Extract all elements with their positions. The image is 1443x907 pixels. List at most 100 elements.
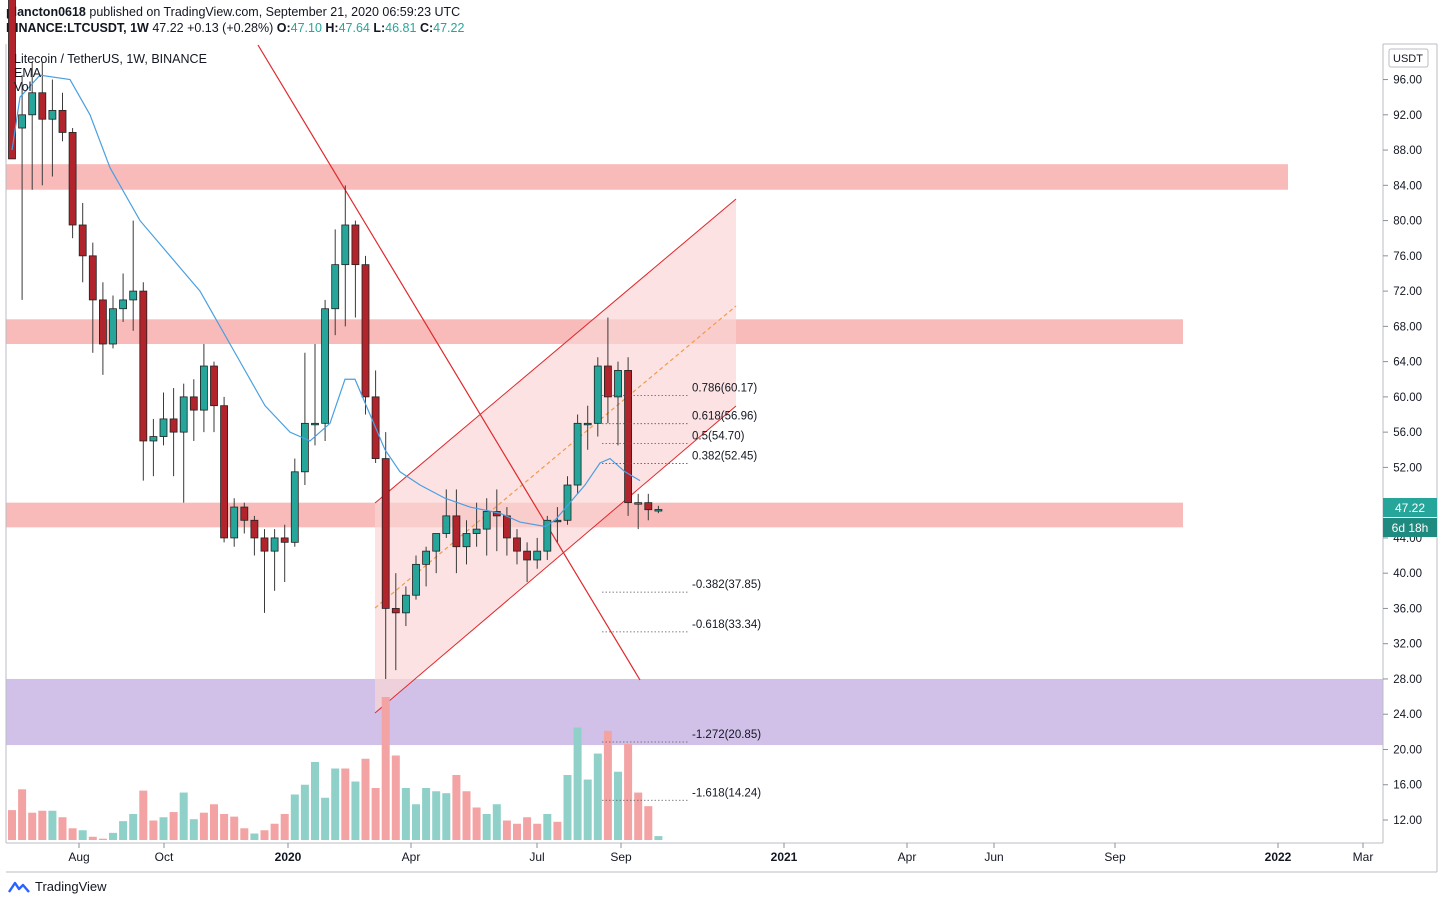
candle-body[interactable] [513,537,521,552]
candle-body[interactable] [583,422,592,426]
tradingview-brand-text: TradingView [35,879,107,894]
candle-body[interactable] [8,0,16,160]
candle-body[interactable] [250,519,259,539]
channel-mid-line[interactable] [374,305,737,609]
volume-bar [482,814,491,840]
y-tick-label: 12.00 [1393,815,1422,827]
candle-body[interactable] [129,290,138,301]
candle-body[interactable] [109,308,117,345]
candle-body[interactable] [523,550,531,561]
candle-body[interactable] [351,224,360,266]
support-zone-purple[interactable] [6,678,1383,746]
candle-body[interactable] [88,255,97,301]
channel-layer [257,44,737,714]
candle-body[interactable] [260,537,269,552]
candle-body[interactable] [28,92,37,116]
volume-bar [401,788,410,840]
candle-body[interactable] [401,594,410,614]
candle-body[interactable] [300,422,309,473]
publisher-name[interactable]: plancton0618 [6,5,86,19]
candle-body[interactable] [159,418,168,437]
candle-body[interactable] [614,370,622,398]
candle-body[interactable] [593,365,602,424]
tradingview-branding[interactable]: TradingView [8,879,107,894]
candle-body[interactable] [624,370,632,504]
legend-ema[interactable]: EMA [14,66,42,80]
candle-body[interactable] [412,563,420,596]
volume-bar [583,779,592,840]
candle-body[interactable] [634,502,643,505]
candle-body[interactable] [139,290,148,442]
candle-body[interactable] [270,537,279,552]
candle-body[interactable] [38,92,47,120]
low-value: 46.81 [385,21,417,35]
candle-body[interactable] [472,528,481,534]
tradingview-logo-icon [8,881,30,893]
candle-body[interactable] [361,264,370,398]
candle-body[interactable] [280,537,289,543]
candle-body[interactable] [199,365,208,411]
candle-body[interactable] [442,515,451,534]
fib-level-label: 0.786(60.17) [692,382,757,394]
candle-body[interactable] [48,109,57,120]
candle-body[interactable] [543,519,552,552]
volume-bar [109,832,117,840]
candle-body[interactable] [58,109,67,133]
candle-body[interactable] [563,484,572,521]
volume-bar [331,768,340,840]
candle-body[interactable] [654,509,663,512]
candle-body[interactable] [78,224,87,257]
ema-line[interactable] [11,74,641,528]
volume-bar [634,792,643,840]
volume-bar [311,762,319,840]
candle-body[interactable] [452,515,461,548]
x-tick-label: 2020 [275,850,302,864]
candle-body[interactable] [119,299,127,310]
candle-body[interactable] [68,132,77,226]
candle-body[interactable] [381,458,390,609]
volume-bar [78,830,87,840]
volume-bar [644,806,653,840]
candle-body[interactable] [189,396,198,411]
y-tick-label: 84.00 [1393,180,1422,192]
candle-body[interactable] [179,396,188,433]
candle-body[interactable] [240,506,249,521]
candle-body[interactable] [220,405,229,539]
resistance-zone[interactable] [6,164,1288,190]
candle-body[interactable] [210,365,218,407]
candle-body[interactable] [230,506,239,539]
candle-body[interactable] [482,511,491,530]
candle-body[interactable] [169,418,178,433]
candle-body[interactable] [533,550,542,561]
candle-body[interactable] [391,608,400,614]
channel-lower-line[interactable] [374,405,737,714]
candle-body[interactable] [290,471,299,543]
last-price-label: 47.22 [1395,501,1425,515]
candle-body[interactable] [149,436,158,442]
candle-body[interactable] [311,422,319,426]
candle-body[interactable] [604,365,612,398]
volume-bar [129,814,138,840]
candle-body[interactable] [432,533,441,552]
fib-level-label: -0.618(33.34) [692,619,761,631]
candle-body[interactable] [321,308,330,424]
candle-body[interactable] [644,502,653,511]
x-tick-label: 2022 [1265,850,1292,864]
candle-body[interactable] [462,533,471,548]
channel-upper-line[interactable] [374,198,737,504]
candle-body[interactable] [99,299,107,345]
candle-body[interactable] [18,114,27,129]
candle-body[interactable] [341,224,350,266]
volume-bar [149,820,158,840]
y-tick-label: 28.00 [1393,674,1422,686]
volume-bar [391,755,400,840]
candle-body[interactable] [573,422,582,486]
candle-body[interactable] [502,515,511,539]
downtrend-line[interactable] [257,44,641,681]
volume-bar [371,788,380,840]
legend-vol[interactable]: Vol [14,80,32,94]
candle-body[interactable] [422,550,431,565]
legend-title[interactable]: Litecoin / TetherUS, 1W, BINANCE [14,52,207,66]
candle-body[interactable] [331,264,340,310]
